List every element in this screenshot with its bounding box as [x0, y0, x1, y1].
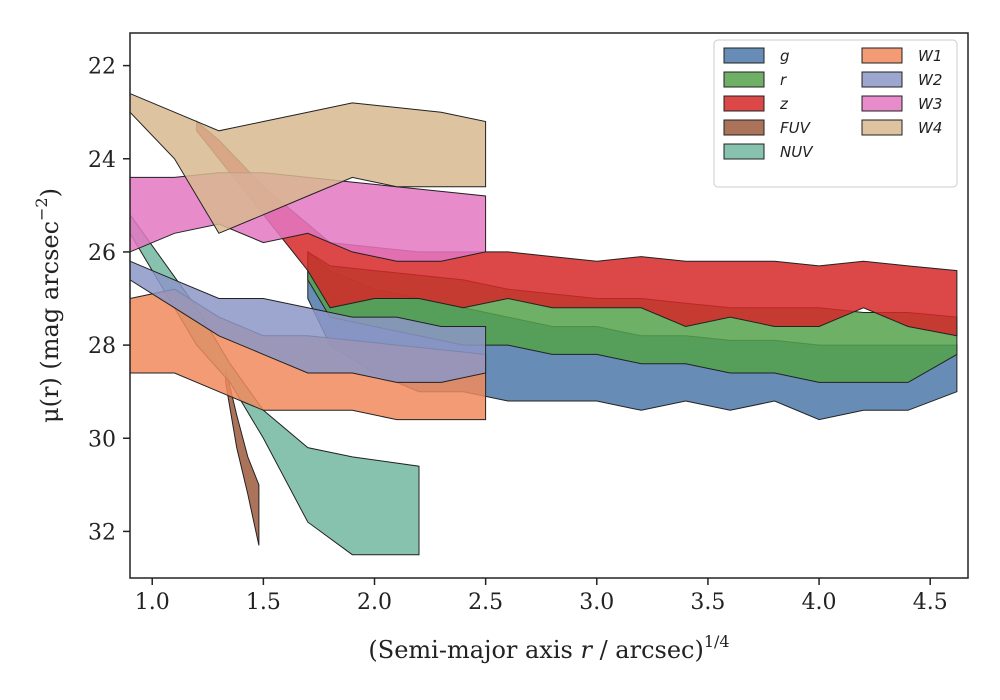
series-band-fuv: [225, 368, 260, 546]
legend-label-w1: W1: [918, 47, 942, 65]
y-axis: 22 24 26 28 30 32: [88, 55, 130, 545]
legend-label-z: z: [779, 95, 789, 113]
plot-frame: [129, 32, 969, 579]
legend-swatch-fuv: [723, 119, 765, 136]
x-tick-label: 4.0: [802, 590, 837, 615]
legend-label-w3: W3: [918, 95, 942, 113]
legend-swatch-w1: [861, 47, 903, 64]
legend-label-r: r: [780, 71, 787, 89]
legend-label-g: g: [780, 47, 790, 65]
legend-swatch-w2: [861, 71, 903, 88]
y-tick-label: 24: [88, 148, 116, 173]
legend-swatch-w4: [861, 119, 903, 136]
x-tick-label: 3.0: [579, 590, 614, 615]
x-axis-label: (Semi-major axis r / arcsec)1/4: [368, 632, 729, 664]
y-tick-label: 28: [88, 334, 116, 359]
legend-swatch-z: [723, 95, 765, 112]
series-band-w4: [129, 92, 487, 234]
series-band-w2: [129, 260, 487, 383]
x-tick-label: 2.0: [357, 590, 392, 615]
y-tick-label: 22: [88, 55, 116, 80]
y-tick-label: 30: [88, 427, 116, 452]
x-axis: 1.0 1.5 2.0 2.5 3.0 3.5 4.0 4.5: [135, 578, 948, 615]
legend: grz FUV NUV W1 W2 W3 W4: [713, 39, 958, 188]
series-layer: [129, 92, 958, 556]
legend-swatch-g: [723, 47, 765, 64]
legend-label-nuv: NUV: [780, 143, 814, 161]
legend-label-w4: W4: [918, 119, 942, 137]
y-axis-label: μ(r) (mag arcsec−2): [32, 188, 64, 423]
y-tick-label: 26: [88, 241, 116, 266]
legend-swatch-r: [723, 71, 765, 88]
legend-swatch-nuv: [723, 143, 765, 160]
x-tick-label: 3.5: [690, 590, 725, 615]
legend-label-w2: W2: [918, 71, 942, 89]
y-tick-label: 32: [88, 520, 116, 545]
x-tick-label: 1.5: [246, 590, 281, 615]
x-tick-label: 2.5: [468, 590, 503, 615]
x-tick-label: 1.0: [135, 590, 170, 615]
legend-label-fuv: FUV: [780, 119, 812, 137]
x-tick-label: 4.5: [913, 590, 948, 615]
legend-swatch-w3: [861, 95, 903, 112]
